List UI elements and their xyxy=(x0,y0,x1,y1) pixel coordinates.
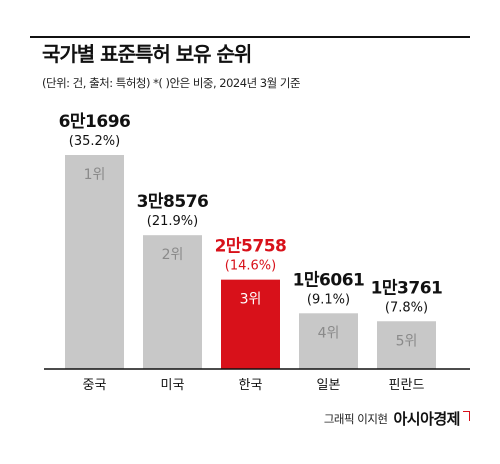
rank-label-1: 1위 xyxy=(84,167,106,183)
value-label-3: 2만5758 xyxy=(215,237,287,257)
rank-label-3: 3위 xyxy=(240,292,262,308)
share-label-3: (14.6%) xyxy=(225,259,276,274)
rank-label-5: 5위 xyxy=(396,333,418,349)
chart-title: 국가별 표준특허 보유 순위 xyxy=(42,42,252,66)
value-label-2: 3만8576 xyxy=(137,192,209,212)
brand-mark-icon xyxy=(463,410,470,421)
x-tick-label-3: 한국 xyxy=(239,378,263,393)
graphic-credit: 그래픽 이지현 xyxy=(323,411,388,426)
share-label-1: (35.2%) xyxy=(69,134,120,149)
brand-logo: 아시아경제 xyxy=(393,410,460,428)
rank-label-4: 4위 xyxy=(318,325,340,341)
value-label-5: 1만3761 xyxy=(371,278,443,298)
value-label-1: 6만1696 xyxy=(59,112,131,132)
share-label-2: (21.9%) xyxy=(147,214,198,229)
bar-3 xyxy=(221,279,280,369)
rank-label-2: 2위 xyxy=(162,247,184,263)
bar-1 xyxy=(65,155,124,369)
top-rule xyxy=(30,36,470,38)
chart-subtitle: (단위: 건, 출처: 특허청) *( )안은 비중, 2024년 3월 기준 xyxy=(42,76,301,90)
bar-4 xyxy=(299,313,358,369)
footer: 그래픽 이지현 아시아경제 xyxy=(324,408,470,429)
value-label-4: 1만6061 xyxy=(293,270,365,290)
bar-2 xyxy=(143,235,202,369)
share-label-4: (9.1%) xyxy=(307,292,350,307)
share-label-5: (7.8%) xyxy=(385,300,428,315)
x-tick-label-1: 중국 xyxy=(83,378,107,393)
x-tick-label-4: 일본 xyxy=(317,378,341,393)
x-tick-label-5: 핀란드 xyxy=(389,378,425,393)
bar-5 xyxy=(377,321,436,369)
x-tick-label-2: 미국 xyxy=(161,378,185,393)
